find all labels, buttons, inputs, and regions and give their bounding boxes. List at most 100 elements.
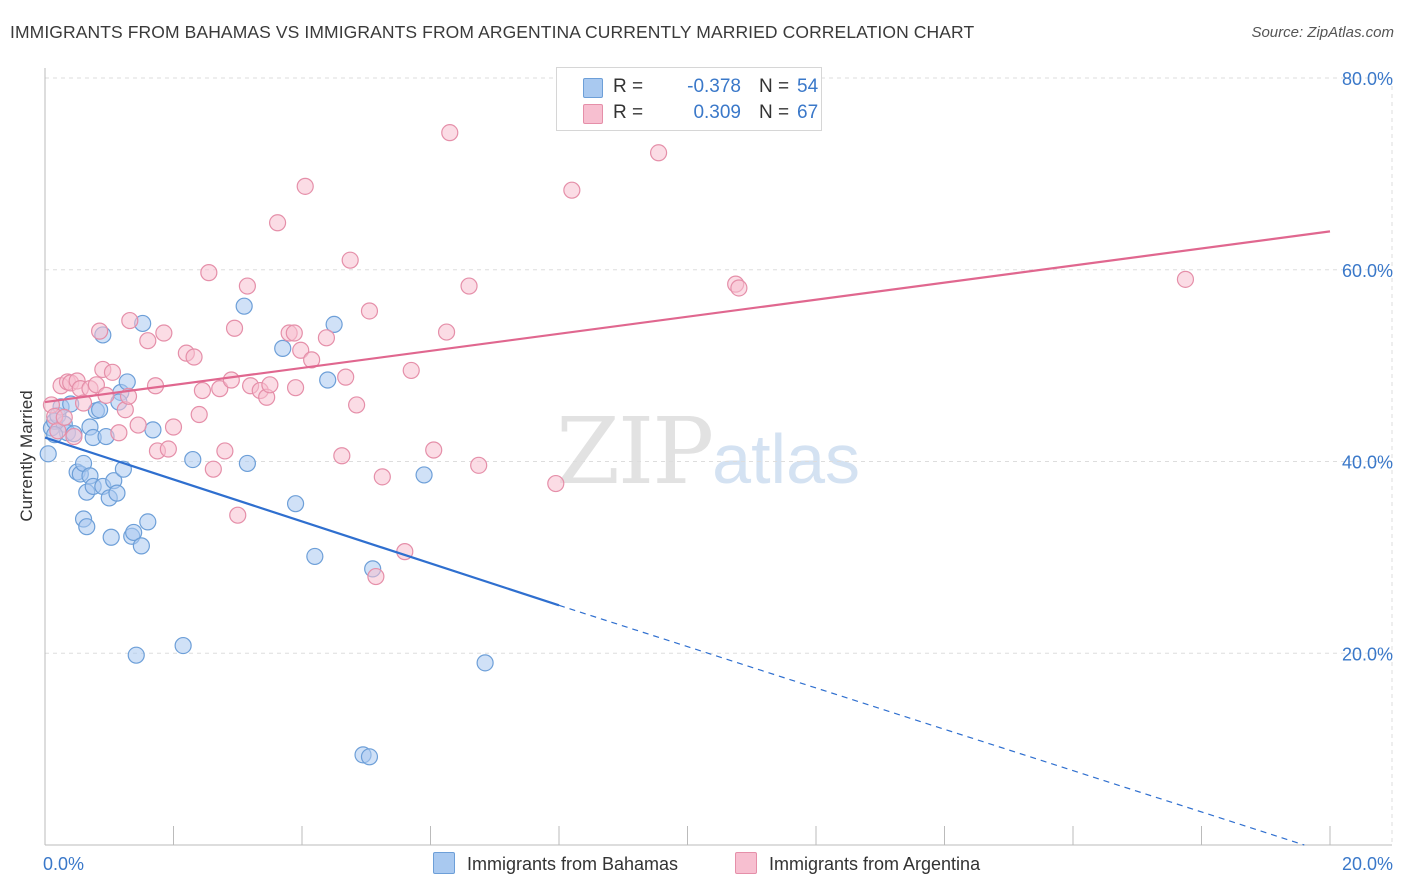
argentina-point [204, 460, 222, 478]
legend-n-value: 54 [797, 76, 819, 97]
legend-item-argentina[interactable]: Immigrants from Argentina [735, 852, 980, 876]
argentina-point [367, 567, 385, 586]
legend-label-argentina: Immigrants from Argentina [769, 854, 981, 874]
argentina-point [121, 311, 139, 330]
bahamas-point [306, 547, 324, 566]
bahamas-point [415, 466, 433, 484]
argentina-point [200, 264, 218, 282]
y-axis-label: Currently Married [17, 390, 36, 522]
argentina-point [460, 277, 478, 295]
argentina-point [292, 341, 310, 359]
bahamas-point [325, 315, 343, 333]
argentina-point [402, 361, 420, 380]
argentina-point [437, 323, 456, 341]
bahamas-point [144, 421, 162, 439]
argentina-point [268, 214, 287, 232]
bahamas-point [91, 401, 109, 419]
bahamas-trend-line [44, 436, 560, 607]
argentina-point [91, 322, 109, 340]
argentina-point [425, 441, 443, 459]
bahamas-point [108, 484, 126, 502]
y-tick-label: 80.0% [1342, 69, 1393, 89]
argentina-point [87, 376, 106, 394]
bahamas-point [184, 450, 202, 469]
watermark-zip: ZIP [556, 398, 714, 505]
argentina-point [238, 277, 256, 295]
bahamas-point [118, 373, 136, 391]
legend-swatch-argentina [583, 104, 603, 124]
argentina-point [337, 368, 355, 386]
argentina-point [1176, 270, 1195, 288]
argentina-point [155, 324, 173, 342]
argentina-point [74, 394, 93, 412]
legend-swatch-bahamas [583, 78, 603, 98]
bahamas-point [125, 523, 143, 542]
argentina-point [317, 329, 336, 347]
watermark-atlas: atlas [712, 420, 861, 498]
bahamas-point [139, 513, 157, 531]
legend-r-value: -0.378 [687, 76, 741, 97]
argentina-point [649, 144, 668, 162]
chart-title: IMMIGRANTS FROM BAHAMAS VS IMMIGRANTS FR… [10, 22, 975, 42]
argentina-point [296, 177, 314, 195]
legend-n-label: N = [759, 76, 790, 97]
bahamas-point [127, 646, 145, 664]
argentina-point [286, 379, 305, 397]
y-tick-label: 60.0% [1342, 261, 1393, 281]
argentina-point [261, 376, 279, 394]
argentina-point [470, 456, 488, 474]
legend-swatch-bahamas [433, 852, 455, 874]
y-tick-label: 40.0% [1342, 453, 1393, 473]
argentina-trend-line [44, 230, 1331, 404]
bahamas-point [274, 339, 292, 357]
argentina-point [164, 418, 183, 436]
bahamas-point [319, 371, 337, 389]
argentina-point [222, 371, 240, 389]
argentina-point [303, 351, 321, 369]
bahamas-point [235, 297, 253, 315]
argentina-point [110, 424, 128, 442]
legend-n-value: 67 [797, 102, 819, 123]
argentina-point [229, 506, 247, 524]
x-tick-label: 20.0% [1342, 854, 1393, 874]
legend-r-label: R = [613, 76, 644, 97]
x-tick-label: 0.0% [43, 854, 84, 874]
argentina-point [547, 474, 565, 493]
legend-item-bahamas[interactable]: Immigrants from Bahamas [433, 852, 678, 876]
y-tick-label: 20.0% [1342, 644, 1393, 664]
bahamas-point [286, 495, 305, 513]
argentina-point [185, 348, 203, 366]
bahamas-point [174, 636, 192, 655]
argentina-point [139, 332, 157, 350]
bahamas-point [39, 445, 57, 463]
legend-r-value: 0.309 [693, 102, 741, 123]
argentina-point [193, 381, 212, 400]
argentina-point [441, 124, 459, 142]
bahamas-point [238, 454, 256, 473]
argentina-point [159, 440, 177, 458]
legend-label-bahamas: Immigrants from Bahamas [467, 854, 679, 874]
bahamas-point [78, 518, 96, 536]
argentina-point [129, 416, 147, 434]
argentina-point [285, 324, 303, 342]
bahamas-point [132, 537, 150, 555]
correlation-legend: R = -0.378 N = 54 R = 0.309 N = 67 [556, 67, 822, 131]
argentina-point [103, 363, 122, 381]
legend-r-label: R = [613, 102, 644, 123]
argentina-point [65, 427, 83, 446]
argentina-point [211, 380, 229, 398]
bahamas-point [102, 528, 120, 546]
source-label: Source: ZipAtlas.com [1251, 24, 1394, 41]
argentina-point [55, 408, 73, 426]
argentina-point [348, 396, 366, 414]
argentina-point [216, 442, 234, 460]
argentina-point [563, 181, 581, 199]
legend-swatch-argentina [735, 852, 757, 874]
bahamas-trend-extension [558, 604, 1305, 846]
legend-n-label: N = [759, 102, 790, 123]
argentina-point [190, 405, 208, 424]
argentina-point [360, 302, 379, 320]
argentina-point [341, 251, 359, 269]
argentina-point [730, 279, 748, 297]
